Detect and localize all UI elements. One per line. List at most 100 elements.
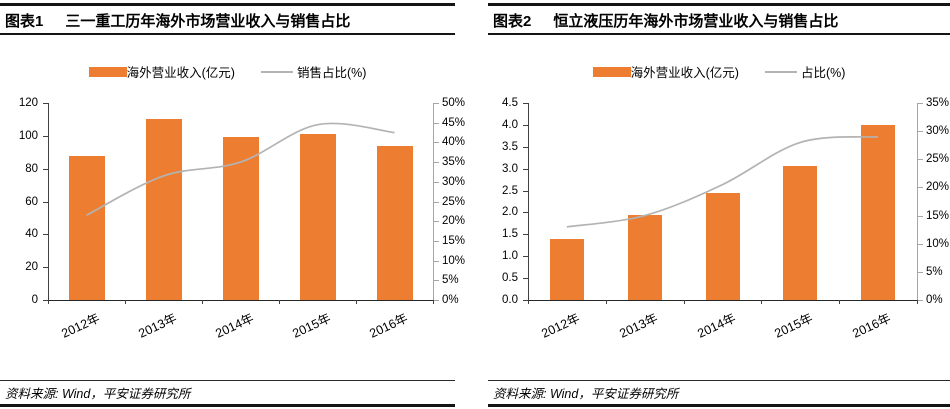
bar-2012年 [549, 238, 584, 300]
legend-label: 海外营业收入(亿元) [630, 66, 739, 80]
left-axis-label: 80 [25, 162, 38, 175]
right-axis-label: 25% [926, 153, 950, 166]
x-axis-label: 2012年 [539, 310, 582, 341]
left-axis-label: 3.0 [502, 162, 518, 175]
right-axis-tick [434, 280, 439, 282]
x-axis-tick [839, 300, 841, 304]
left-axis-label: 1.5 [502, 228, 518, 241]
x-axis-tick [48, 300, 49, 304]
x-axis-tick [528, 300, 529, 304]
legend-item: 海外营业收入(亿元) [592, 62, 739, 81]
left-axis-tick [43, 103, 48, 104]
left-axis-tick [523, 190, 528, 192]
legend-bar-swatch-icon [88, 66, 127, 77]
left-axis-label: 3.5 [502, 140, 518, 153]
right-axis-label: 25% [442, 195, 466, 208]
header-bottom-rule [488, 33, 950, 35]
right-axis-label: 0% [926, 294, 943, 306]
legend-label: 占比(%) [800, 66, 846, 80]
right-axis-tick [918, 103, 923, 104]
legend-line-swatch-icon [764, 70, 797, 73]
x-axis-label: 2016年 [850, 310, 893, 341]
bar-2012年 [68, 155, 105, 300]
right-axis-label: 5% [442, 274, 459, 287]
right-axis-tick [434, 260, 439, 262]
right-axis-tick [918, 131, 923, 133]
left-axis-label: 60 [25, 195, 38, 208]
figure-header: 图表1 三一重工历年海外市场营业收入与销售占比 [5, 10, 350, 31]
x-axis-tick [605, 300, 607, 304]
right-axis-tick [434, 221, 439, 223]
figure-panel-1: 图表1 三一重工历年海外市场营业收入与销售占比 海外营业收入(亿元) 销售占比(%… [0, 0, 465, 409]
figure-panel-2: 图表2 恒立液压历年海外市场营业收入与销售占比 海外营业收入(亿元) 占比(%) 0… [488, 0, 950, 409]
right-axis-label: 40% [442, 136, 466, 149]
left-axis-line [48, 103, 49, 300]
figure-title: 三一重工历年海外市场营业收入与销售占比 [65, 13, 351, 30]
left-axis-label: 4.5 [502, 97, 518, 109]
legend-item: 海外营业收入(亿元) [88, 62, 235, 81]
x-axis-line [48, 300, 434, 301]
bar-2014年 [705, 192, 740, 300]
x-axis-tick [279, 300, 280, 304]
source-bottom-rule [488, 404, 950, 407]
left-axis-label: 120 [18, 97, 38, 109]
bar-2016年 [861, 124, 896, 300]
figure-tag: 图表1 [5, 13, 44, 30]
bar-2016年 [376, 145, 413, 300]
right-axis-label: 45% [442, 116, 466, 129]
left-axis-tick [523, 256, 528, 258]
right-axis-label: 10% [926, 237, 950, 250]
left-axis-tick [523, 146, 528, 148]
left-axis-tick [523, 300, 528, 301]
left-axis-tick [523, 234, 528, 236]
left-axis-label: 1.0 [502, 250, 518, 263]
x-axis-line [528, 300, 918, 301]
left-axis-tick [523, 212, 528, 214]
bar-2015年 [299, 134, 336, 300]
left-axis-tick [43, 168, 48, 170]
legend-line-swatch-icon [260, 70, 293, 73]
right-axis-label: 20% [926, 181, 950, 194]
x-axis-tick [761, 300, 763, 304]
bar-2013年 [627, 214, 662, 300]
source-note: 资料来源: Wind，平安证券研究所 [5, 387, 191, 401]
left-axis-tick [43, 201, 48, 203]
right-axis-label: 5% [926, 265, 943, 278]
bar-2015年 [783, 166, 818, 300]
right-axis-line [433, 103, 434, 300]
left-axis-line [528, 103, 529, 300]
right-axis-label: 20% [442, 215, 466, 228]
x-axis-label: 2015年 [772, 310, 816, 341]
right-axis-label: 15% [926, 209, 950, 222]
left-axis-label: 2.0 [502, 206, 518, 219]
source-bottom-rule [0, 404, 455, 407]
x-axis-label: 2013年 [617, 310, 660, 341]
x-axis-tick [202, 300, 203, 304]
right-axis-tick [918, 271, 923, 273]
right-axis-label: 30% [926, 125, 950, 138]
right-axis-line [917, 103, 918, 300]
figure-title: 恒立液压历年海外市场营业收入与销售占比 [553, 13, 839, 30]
chart-hengli-overseas-revenue: 海外营业收入(亿元) 占比(%) 0.0 0.5 1.0 1.5 2.0 2.5 3.0 3.5 4… [488, 0, 950, 380]
figure-header: 图表2 恒立液压历年海外市场营业收入与销售占比 [493, 10, 838, 31]
x-axis-tick [125, 300, 126, 304]
chart-legend: 海外营业收入(亿元) 销售占比(%) [0, 62, 455, 81]
x-axis-label: 2015年 [289, 310, 333, 341]
left-axis-label: 0.5 [502, 272, 518, 285]
chart-legend: 海外营业收入(亿元) 占比(%) [488, 62, 950, 81]
left-axis-label: 2.5 [502, 184, 518, 197]
figure-tag: 图表2 [493, 13, 532, 30]
x-axis-label: 2016年 [366, 310, 410, 341]
header-top-rule [488, 3, 950, 6]
right-axis-tick [434, 103, 439, 104]
left-axis-tick [523, 168, 528, 170]
x-axis-label: 2012年 [58, 310, 102, 341]
right-axis-tick [434, 122, 439, 124]
x-axis-label: 2014年 [694, 310, 738, 341]
right-axis-label: 30% [442, 175, 466, 188]
left-axis-tick [43, 234, 48, 236]
right-axis-label: 35% [926, 97, 950, 109]
legend-item: 销售占比(%) [260, 62, 366, 81]
x-axis-tick [683, 300, 685, 304]
